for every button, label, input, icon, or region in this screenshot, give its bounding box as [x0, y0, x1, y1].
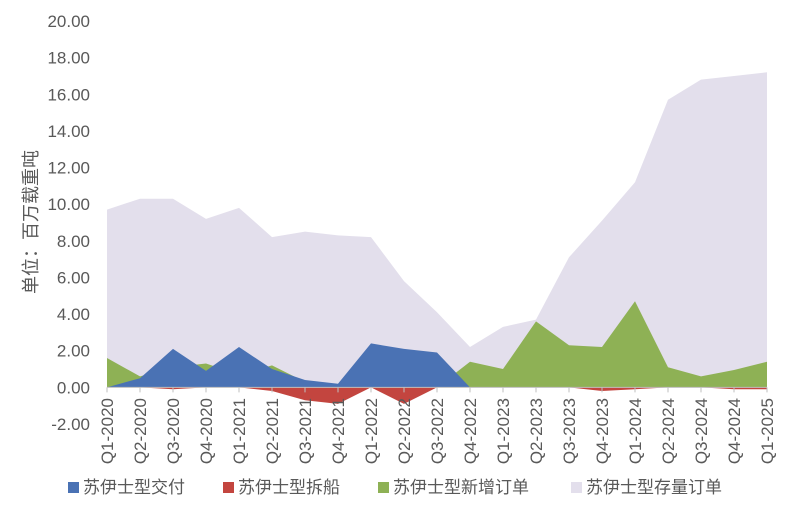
x-tick-label: Q2-2021: [263, 398, 282, 464]
x-tick-label: Q2-2022: [395, 398, 414, 464]
series-areas: [107, 72, 767, 404]
y-tick-label: 14.00: [47, 122, 90, 141]
legend-label: 苏伊士型交付: [83, 478, 185, 497]
y-tick-label: 16.00: [47, 85, 90, 104]
y-tick-label: 18.00: [47, 49, 90, 68]
legend-label: 苏伊士型存量订单: [586, 478, 722, 497]
area-series-deliveries: [107, 343, 767, 388]
y-tick-label: 20.00: [47, 12, 90, 31]
x-tick-label: Q1-2023: [494, 398, 513, 464]
area-series-orderbook: [107, 72, 767, 388]
legend-swatch: [68, 482, 79, 493]
legend: 苏伊士型交付 苏伊士型拆船 苏伊士型新增订单 苏伊士型存量订单: [68, 478, 722, 497]
y-tick-label: 12.00: [47, 159, 90, 178]
y-axis-label: 单位：百万载重吨: [21, 150, 41, 294]
legend-swatch: [571, 482, 582, 493]
y-tick-label: -2.00: [51, 415, 90, 434]
x-axis: [106, 386, 768, 393]
x-tick-label: Q1-2024: [626, 398, 645, 464]
x-tick-label: Q4-2023: [593, 398, 612, 464]
x-tick-label: Q1-2021: [230, 398, 249, 464]
x-tick-label: Q4-2022: [461, 398, 480, 464]
area-series-new-orders: [107, 301, 767, 388]
x-tick-label: Q3-2020: [164, 398, 183, 464]
x-tick-label: Q3-2022: [428, 398, 447, 464]
x-tick-label: Q1-2020: [98, 398, 117, 464]
x-tick-label: Q4-2024: [725, 398, 744, 464]
x-tick-label: Q3-2021: [296, 398, 315, 464]
x-tick-label: Q2-2024: [659, 398, 678, 464]
legend-swatch: [223, 482, 234, 493]
x-tick-label: Q3-2024: [692, 398, 711, 464]
legend-swatch: [378, 482, 389, 493]
x-tick-label: Q4-2020: [197, 398, 216, 464]
y-tick-label: 6.00: [57, 268, 90, 287]
x-tick-label: Q4-2021: [329, 398, 348, 464]
y-tick-label: 0.00: [57, 378, 90, 397]
legend-label: 苏伊士型拆船: [238, 478, 340, 497]
x-tick-label: Q2-2023: [527, 398, 546, 464]
x-tick-label: Q1-2025: [758, 398, 777, 464]
y-tick-label: 2.00: [57, 342, 90, 361]
x-tick-label: Q1-2022: [362, 398, 381, 464]
x-tick-label: Q3-2023: [560, 398, 579, 464]
y-tick-label: 8.00: [57, 232, 90, 251]
x-axis-ticks: Q1-2020 Q2-2020 Q3-2020 Q4-2020 Q1-2021 Q2-20…: [98, 398, 777, 464]
y-tick-label: 4.00: [57, 305, 90, 324]
x-tick-label: Q2-2020: [131, 398, 150, 464]
y-tick-label: 10.00: [47, 195, 90, 214]
y-axis-ticks: -2.00 0.00 2.00 4.00 6.00 8.00 10.00 12.00 14.00…: [47, 12, 90, 434]
legend-label: 苏伊士型新增订单: [393, 478, 529, 497]
